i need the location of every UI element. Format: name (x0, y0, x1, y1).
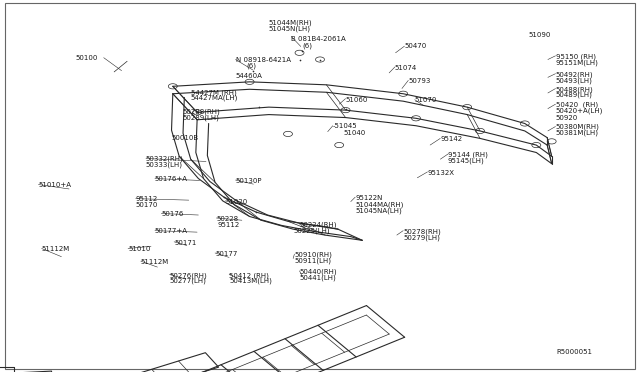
Text: 50225(LH): 50225(LH) (293, 227, 330, 234)
Text: 50420  (RH): 50420 (RH) (556, 102, 598, 108)
Text: 95145(LH): 95145(LH) (448, 157, 484, 164)
Text: 50176: 50176 (161, 211, 184, 217)
Text: 51074: 51074 (395, 65, 417, 71)
Text: 50276(RH): 50276(RH) (170, 272, 207, 279)
Text: 95112: 95112 (218, 222, 240, 228)
Text: 50380M(RH): 50380M(RH) (556, 124, 600, 131)
Text: 50176+A: 50176+A (155, 176, 188, 182)
Text: 50489(LH): 50489(LH) (556, 92, 593, 99)
Text: 51045NA(LH): 51045NA(LH) (355, 207, 402, 214)
Text: 54460A: 54460A (236, 73, 262, 79)
Text: 51112M: 51112M (141, 259, 169, 265)
Text: 95144 (RH): 95144 (RH) (448, 151, 488, 158)
Text: 50920: 50920 (556, 115, 578, 121)
Text: 50010B: 50010B (172, 135, 198, 141)
Text: 51112M: 51112M (42, 246, 70, 252)
Text: 51090: 51090 (528, 32, 550, 38)
Text: 50910(RH): 50910(RH) (294, 251, 332, 258)
Text: 50333(LH): 50333(LH) (146, 162, 183, 169)
Text: 50911(LH): 50911(LH) (294, 257, 332, 264)
Text: 50277(LH): 50277(LH) (170, 278, 207, 285)
Text: 51044MA(RH): 51044MA(RH) (355, 201, 404, 208)
Text: 95132X: 95132X (428, 170, 454, 176)
Text: 50228: 50228 (216, 216, 239, 222)
Text: N 08918-6421A: N 08918-6421A (236, 57, 291, 62)
Text: 95112: 95112 (136, 196, 158, 202)
Text: 51070: 51070 (415, 97, 437, 103)
Text: 50441(LH): 50441(LH) (300, 274, 336, 281)
Text: 50224(RH): 50224(RH) (300, 221, 337, 228)
Text: 50420+A(LH): 50420+A(LH) (556, 108, 603, 114)
Text: 54427MA(LH): 54427MA(LH) (191, 95, 238, 102)
Text: 50289(LH): 50289(LH) (182, 114, 220, 121)
Text: 50279(LH): 50279(LH) (403, 234, 440, 241)
Text: 50413M(LH): 50413M(LH) (229, 278, 272, 285)
Text: 50470: 50470 (404, 43, 427, 49)
Text: 50177: 50177 (215, 251, 237, 257)
Text: 51010: 51010 (128, 246, 150, 252)
Text: 95142: 95142 (440, 136, 463, 142)
Text: 50100: 50100 (76, 55, 98, 61)
Text: (6): (6) (302, 42, 312, 49)
Text: 95150 (RH): 95150 (RH) (556, 53, 595, 60)
Text: 50381M(LH): 50381M(LH) (556, 130, 598, 137)
Text: 51045N(LH): 51045N(LH) (269, 26, 311, 32)
Text: 95151M(LH): 95151M(LH) (556, 59, 598, 66)
Text: -51045: -51045 (333, 124, 357, 129)
Text: 54427M (RH): 54427M (RH) (191, 89, 236, 96)
Text: 50177+A: 50177+A (155, 228, 188, 234)
Text: 51020: 51020 (225, 199, 248, 205)
Text: 50492(RH): 50492(RH) (556, 71, 593, 78)
Text: 51044M(RH): 51044M(RH) (269, 20, 312, 26)
Text: 50793: 50793 (408, 78, 431, 84)
Text: 95122N: 95122N (355, 195, 383, 201)
Text: 50171: 50171 (174, 240, 196, 246)
Text: 50440(RH): 50440(RH) (300, 268, 337, 275)
Text: 50332(RH): 50332(RH) (146, 156, 184, 163)
Text: 50278(RH): 50278(RH) (403, 228, 441, 235)
Text: 51010+A: 51010+A (38, 182, 72, 188)
Text: 50170: 50170 (136, 202, 158, 208)
Text: 50412 (RH): 50412 (RH) (229, 272, 269, 279)
Text: 50493(LH): 50493(LH) (556, 77, 593, 84)
Text: 50288(RH): 50288(RH) (182, 108, 220, 115)
Text: 50130P: 50130P (236, 178, 262, 184)
Text: B 081B4-2061A: B 081B4-2061A (291, 36, 346, 42)
Text: R5000051: R5000051 (557, 349, 593, 355)
Text: 50488(RH): 50488(RH) (556, 86, 593, 93)
Text: 51060: 51060 (346, 97, 368, 103)
Text: (6): (6) (246, 63, 257, 70)
Text: 51040: 51040 (343, 130, 365, 136)
